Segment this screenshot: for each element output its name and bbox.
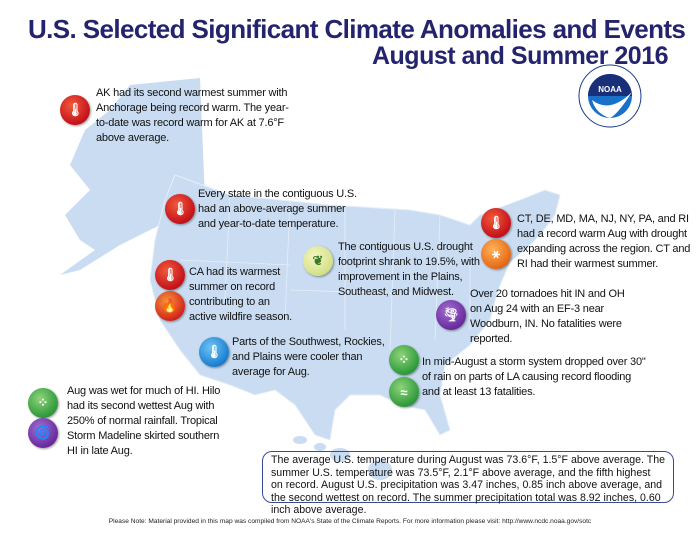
wildfire-icon: 🔥 — [155, 291, 185, 321]
thermometer-warm-icon: 🌡 — [60, 95, 90, 125]
heavy-rain-icon: ⁘ — [389, 345, 419, 375]
event-southwest: Parts of the Southwest, Rockies, and Plai… — [232, 336, 385, 378]
event-california: CA had its warmest summer on record contri… — [189, 266, 293, 323]
tornado-icon: 🌪 — [436, 300, 466, 330]
flood-icon: ≈ — [389, 377, 419, 407]
svg-text:NOAA: NOAA — [598, 85, 622, 94]
noaa-logo: NOAA — [578, 64, 642, 128]
hawaii-shape — [293, 436, 392, 480]
drought-improvement-icon: ❦ — [303, 246, 333, 276]
drought-icon: ⚹ — [481, 239, 511, 269]
page-title: U.S. Selected Significant Climate Anomal… — [28, 14, 686, 44]
page-subtitle: August and Summer 2016 — [371, 42, 669, 70]
thermometer-warm-icon: 🌡 — [481, 208, 511, 238]
event-hawaii: Aug was wet for much of HI. Hilo had its … — [67, 385, 221, 457]
thermometer-warm-icon: 🌡 — [165, 194, 195, 224]
event-louisiana: In mid-August a storm system dropped ove… — [422, 356, 646, 398]
state-borders — [179, 194, 471, 351]
event-tornadoes: Over 20 tornadoes hit IN and OH on Aug 24… — [470, 288, 625, 345]
event-contiguous: Every state in the contiguous U.S. had an… — [198, 188, 357, 230]
event-northeast: CT, DE, MD, MA, NJ, NY, PA, and RI had a … — [517, 213, 691, 270]
tropical-storm-icon: 🌀 — [28, 418, 58, 448]
thermometer-warm-icon: 🌡 — [155, 260, 185, 290]
event-alaska: AK had its second warmest summer with Anc… — [96, 87, 289, 144]
event-drought: The contiguous U.S. drought footprint shr… — [338, 241, 480, 298]
footer-note: Please Note: Material provided in this m… — [108, 518, 592, 525]
summary-box: The average U.S. temperature during Augu… — [262, 451, 674, 516]
heavy-rain-icon: ⁘ — [28, 388, 58, 418]
thermometer-cool-icon: 🌡 — [199, 337, 229, 367]
